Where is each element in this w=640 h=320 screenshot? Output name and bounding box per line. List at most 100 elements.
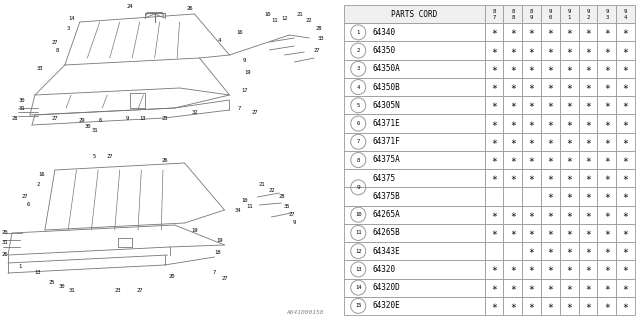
Bar (522, 187, 541, 205)
Bar (616, 242, 635, 260)
Text: 6: 6 (98, 117, 101, 123)
Text: 11: 11 (355, 230, 362, 236)
Text: 64371E: 64371E (372, 119, 400, 128)
Text: ∗: ∗ (491, 155, 497, 165)
Bar (484, 297, 504, 315)
Bar (504, 278, 522, 297)
Text: 11: 11 (271, 18, 278, 22)
Bar (344, 42, 484, 60)
Bar (504, 23, 522, 42)
Text: 33: 33 (318, 36, 324, 41)
Text: ∗: ∗ (623, 137, 628, 147)
Text: 30: 30 (84, 124, 91, 129)
Text: 8
7: 8 7 (492, 9, 495, 20)
Text: 9: 9 (356, 185, 360, 190)
Text: 22: 22 (306, 18, 312, 22)
Bar (579, 242, 597, 260)
Text: 18: 18 (214, 251, 221, 255)
Bar (344, 60, 484, 78)
Text: ∗: ∗ (510, 100, 516, 110)
Bar (541, 169, 560, 187)
Bar (616, 133, 635, 151)
Text: 64375B: 64375B (372, 192, 400, 201)
Text: ∗: ∗ (566, 246, 572, 256)
Bar (484, 187, 504, 205)
Text: ∗: ∗ (604, 301, 610, 311)
Text: ∗: ∗ (529, 283, 534, 293)
Text: ∗: ∗ (566, 210, 572, 220)
Text: 11: 11 (246, 204, 253, 210)
Text: ∗: ∗ (566, 82, 572, 92)
Text: ∗: ∗ (510, 137, 516, 147)
Text: ∗: ∗ (547, 100, 554, 110)
Text: ∗: ∗ (566, 264, 572, 275)
Text: 5: 5 (93, 155, 97, 159)
Text: 27: 27 (314, 47, 321, 52)
Text: 9
0: 9 0 (548, 9, 552, 20)
Bar (484, 115, 504, 133)
Text: 27: 27 (221, 276, 228, 282)
Text: ∗: ∗ (566, 283, 572, 293)
Bar (597, 133, 616, 151)
Bar (522, 5, 541, 23)
Text: ∗: ∗ (566, 27, 572, 37)
Bar (344, 205, 484, 224)
Bar (560, 242, 579, 260)
Bar (616, 297, 635, 315)
Text: 21: 21 (258, 182, 264, 188)
Bar (616, 115, 635, 133)
Bar (579, 151, 597, 169)
Bar (504, 5, 522, 23)
Text: ∗: ∗ (547, 82, 554, 92)
Bar (616, 5, 635, 23)
Bar (344, 297, 484, 315)
Bar (484, 278, 504, 297)
Text: ∗: ∗ (491, 100, 497, 110)
Text: ∗: ∗ (529, 264, 534, 275)
Text: 64350: 64350 (372, 46, 396, 55)
Text: 13: 13 (35, 270, 41, 276)
Bar (579, 78, 597, 96)
Text: 2: 2 (36, 182, 40, 188)
Bar (344, 169, 484, 187)
Bar (541, 242, 560, 260)
Bar (560, 133, 579, 151)
Text: ∗: ∗ (547, 283, 554, 293)
Bar (484, 151, 504, 169)
Text: 27: 27 (106, 155, 113, 159)
Bar (344, 260, 484, 278)
Text: 2: 2 (356, 48, 360, 53)
Text: ∗: ∗ (623, 246, 628, 256)
Text: ∗: ∗ (547, 27, 554, 37)
Text: ∗: ∗ (604, 27, 610, 37)
Bar (560, 78, 579, 96)
Text: ∗: ∗ (547, 264, 554, 275)
Text: ∗: ∗ (585, 301, 591, 311)
Text: ∗: ∗ (604, 173, 610, 183)
Bar (597, 187, 616, 205)
Text: ∗: ∗ (510, 155, 516, 165)
Bar (504, 151, 522, 169)
Text: ∗: ∗ (585, 191, 591, 202)
Bar (484, 96, 504, 115)
Bar (504, 187, 522, 205)
Bar (522, 115, 541, 133)
Text: ∗: ∗ (604, 64, 610, 74)
Text: 8: 8 (55, 47, 58, 52)
Text: ∗: ∗ (510, 301, 516, 311)
Text: 27: 27 (22, 195, 28, 199)
Bar (579, 96, 597, 115)
Text: 1: 1 (19, 265, 22, 269)
Text: 19: 19 (191, 228, 198, 233)
Text: 20: 20 (168, 275, 175, 279)
Text: ∗: ∗ (491, 118, 497, 129)
Text: 7: 7 (238, 106, 241, 110)
Bar (541, 278, 560, 297)
Text: PARTS CORD: PARTS CORD (391, 10, 438, 19)
Bar (541, 205, 560, 224)
Bar (541, 115, 560, 133)
Text: ∗: ∗ (604, 100, 610, 110)
Text: 64375A: 64375A (372, 156, 400, 164)
Text: 30: 30 (19, 98, 25, 102)
Bar (344, 133, 484, 151)
